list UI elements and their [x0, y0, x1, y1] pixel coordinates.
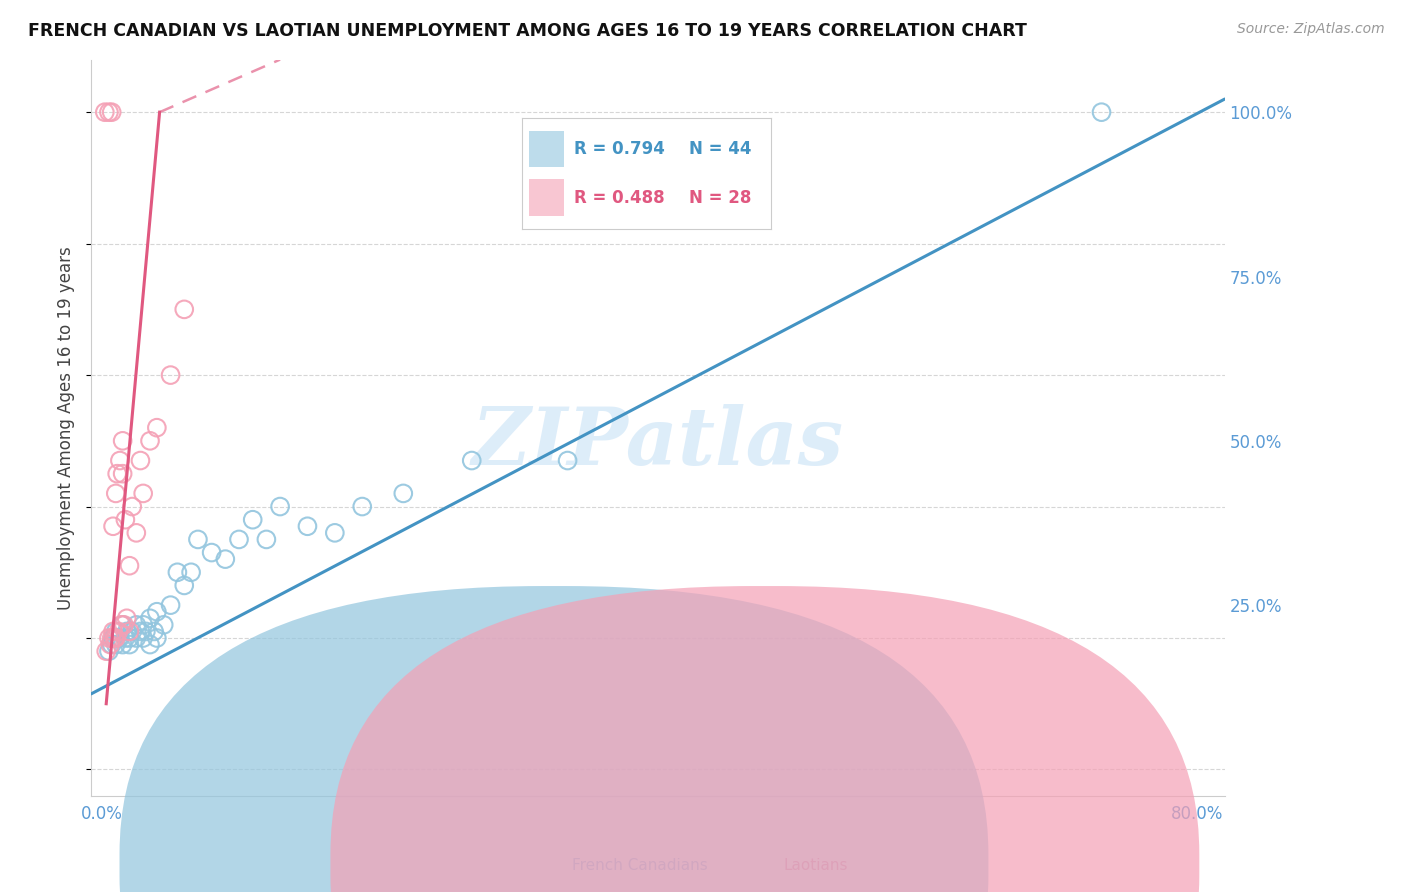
- Point: [114, 631, 136, 645]
- Point: [129, 624, 152, 639]
- Point: [97, 105, 120, 120]
- Point: [114, 513, 136, 527]
- Point: [118, 631, 141, 645]
- Point: [100, 638, 122, 652]
- Point: [94, 105, 117, 120]
- Point: [146, 605, 169, 619]
- Point: [187, 533, 209, 547]
- Point: [352, 500, 374, 514]
- Point: [105, 467, 128, 481]
- Point: [159, 368, 181, 383]
- Point: [104, 486, 127, 500]
- Point: [111, 638, 134, 652]
- Point: [118, 558, 141, 573]
- Point: [143, 624, 166, 639]
- Text: ZIPatlas: ZIPatlas: [472, 404, 844, 481]
- Point: [112, 618, 135, 632]
- Point: [107, 624, 129, 639]
- Text: Source: ZipAtlas.com: Source: ZipAtlas.com: [1237, 22, 1385, 37]
- Point: [111, 618, 134, 632]
- Point: [214, 552, 236, 566]
- Point: [173, 578, 195, 592]
- Point: [111, 434, 134, 448]
- Point: [139, 434, 162, 448]
- Point: [97, 644, 120, 658]
- Point: [146, 420, 169, 434]
- Point: [269, 500, 291, 514]
- Point: [254, 533, 277, 547]
- Point: [111, 467, 134, 481]
- Point: [121, 500, 143, 514]
- Point: [392, 486, 415, 500]
- Point: [101, 631, 124, 645]
- Point: [166, 566, 188, 580]
- Point: [110, 618, 132, 632]
- Point: [152, 618, 174, 632]
- Point: [104, 624, 127, 639]
- Point: [297, 519, 319, 533]
- Y-axis label: Unemployment Among Ages 16 to 19 years: Unemployment Among Ages 16 to 19 years: [58, 246, 75, 609]
- Point: [180, 566, 202, 580]
- Point: [100, 105, 122, 120]
- Text: Laotians: Laotians: [783, 858, 848, 872]
- Point: [104, 638, 127, 652]
- Point: [108, 453, 131, 467]
- Point: [132, 631, 155, 645]
- Point: [121, 624, 143, 639]
- Point: [1090, 105, 1112, 120]
- Point: [139, 611, 162, 625]
- Point: [101, 624, 124, 639]
- Point: [132, 618, 155, 632]
- Point: [101, 519, 124, 533]
- Point: [125, 631, 148, 645]
- Point: [201, 545, 224, 559]
- Point: [228, 533, 250, 547]
- Point: [132, 486, 155, 500]
- Text: French Canadians: French Canadians: [572, 858, 709, 872]
- Point: [118, 638, 141, 652]
- Point: [98, 638, 121, 652]
- Point: [104, 631, 127, 645]
- Point: [103, 631, 125, 645]
- Point: [129, 453, 152, 467]
- Point: [115, 611, 138, 625]
- Text: FRENCH CANADIAN VS LAOTIAN UNEMPLOYMENT AMONG AGES 16 TO 19 YEARS CORRELATION CH: FRENCH CANADIAN VS LAOTIAN UNEMPLOYMENT …: [28, 22, 1026, 40]
- Point: [461, 453, 484, 467]
- Point: [557, 453, 579, 467]
- Point: [135, 624, 157, 639]
- Point: [159, 598, 181, 612]
- Point: [173, 302, 195, 317]
- Point: [242, 513, 264, 527]
- Point: [323, 525, 346, 540]
- Point: [146, 631, 169, 645]
- Point: [107, 631, 129, 645]
- Point: [100, 631, 122, 645]
- Point: [115, 624, 138, 639]
- Point: [139, 638, 162, 652]
- Point: [97, 631, 120, 645]
- Point: [125, 525, 148, 540]
- Point: [125, 618, 148, 632]
- Point: [96, 644, 118, 658]
- Point: [118, 624, 141, 639]
- Point: [108, 631, 131, 645]
